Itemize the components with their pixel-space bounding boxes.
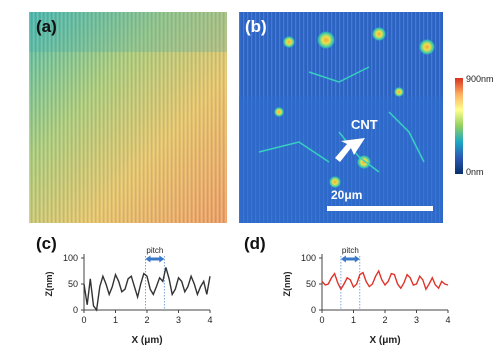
y-tick-label: 0 (311, 305, 316, 315)
x-tick-label: 4 (207, 315, 212, 325)
x-tick-label: 1 (351, 315, 356, 325)
y-axis-label: Z(nm) (282, 272, 292, 297)
x-tick-label: 4 (445, 315, 450, 325)
colorbar-min-label: 0nm (466, 167, 484, 177)
pitch-arrowhead-left (145, 255, 151, 263)
y-tick-label: 50 (68, 279, 78, 289)
panel-b-letter: (b) (245, 17, 267, 36)
panel-a-image (29, 12, 227, 223)
scale-bar-label: 20μm (331, 188, 363, 202)
y-tick-label: 0 (73, 305, 78, 315)
x-tick-label: 0 (81, 315, 86, 325)
chart-c: 0 1 2 3 4 0 50 100 X (μm) Z(nm) pitch (44, 246, 213, 346)
x-tick-label: 2 (382, 315, 387, 325)
pitch-label: pitch (146, 246, 163, 255)
y-axis-label: Z(nm) (44, 272, 54, 297)
panel-c-letter: (c) (36, 234, 57, 253)
pitch-arrowhead-right (354, 255, 360, 263)
colorbar-gradient (455, 78, 463, 174)
panel-b-image (239, 12, 443, 223)
x-tick-label: 2 (144, 315, 149, 325)
panel-a-micrograph (29, 12, 227, 223)
x-tick-label: 3 (414, 315, 419, 325)
panel-a-letter: (a) (36, 17, 57, 36)
x-tick-label: 3 (176, 315, 181, 325)
x-axis-label: X (μm) (369, 335, 400, 346)
cnt-label: CNT (351, 117, 378, 132)
chart-d: 0 1 2 3 4 0 50 100 X (μm) Z(nm) pitch (282, 246, 451, 346)
height-profile-line (83, 267, 211, 312)
pitch-label: pitch (342, 246, 359, 255)
y-tick-label: 50 (306, 279, 316, 289)
colorbar (455, 78, 463, 174)
panel-b-afm-map (239, 12, 443, 223)
pitch-arrowhead-right (159, 255, 165, 263)
colorbar-max-label: 900nm (466, 74, 494, 84)
pitch-arrowhead-left (340, 255, 346, 263)
panel-d-letter: (d) (244, 234, 266, 253)
height-profile-line (321, 269, 449, 291)
scale-bar (327, 206, 433, 211)
x-axis-label: X (μm) (131, 335, 162, 346)
y-tick-label: 100 (63, 253, 78, 263)
x-tick-label: 1 (113, 315, 118, 325)
cnt-arrow (335, 138, 365, 162)
y-tick-label: 100 (301, 253, 316, 263)
x-tick-label: 0 (319, 315, 324, 325)
